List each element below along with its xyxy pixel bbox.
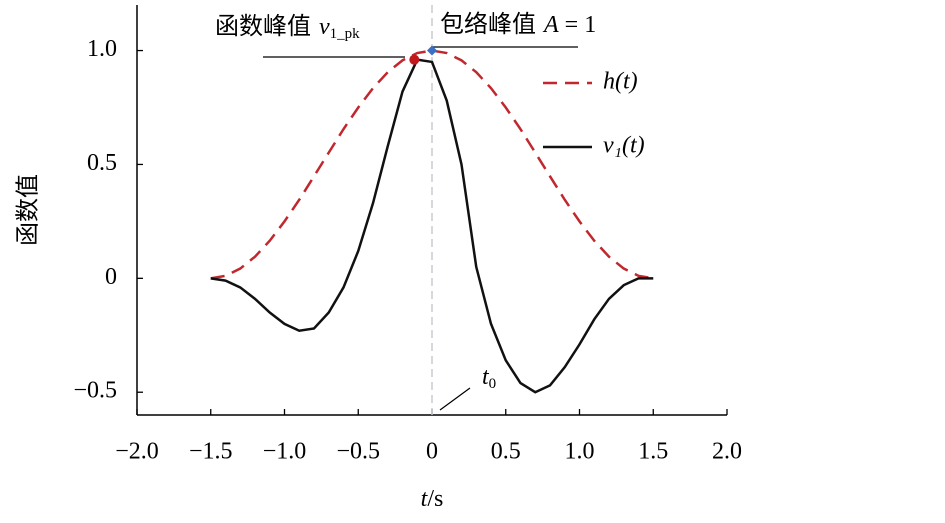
x-tick-label: 1.0 <box>565 439 595 465</box>
x-tick-label: −0.5 <box>336 439 380 465</box>
envelope-peak-label: 包络峰值 A = 1 <box>440 11 596 38</box>
envelope-peak-value: = 1 <box>565 12 597 38</box>
x-axis-symbol: t <box>421 486 429 512</box>
envelope-peak-text: 包络峰值 <box>440 11 536 38</box>
function-peak-text: 函数峰值 <box>215 13 311 40</box>
legend-label: v₁(t) <box>603 133 645 159</box>
function-peak-symbol: v <box>319 14 330 40</box>
x-tick-label: 1.5 <box>638 439 668 465</box>
t0-leader <box>439 387 471 411</box>
t0-symbol: t <box>482 364 490 390</box>
legend-label: h(t) <box>603 69 638 95</box>
envelope-peak-marker <box>427 45 437 56</box>
function-peak-subscript: 1_pk <box>330 26 361 42</box>
x-tick-label: 0.5 <box>491 439 521 465</box>
x-axis-label: t/s <box>421 486 444 512</box>
y-tick-label: 0 <box>105 264 117 290</box>
y-tick-label: 1.0 <box>87 36 117 62</box>
y-tick-label: 0.5 <box>87 150 117 176</box>
series-line <box>210 49 654 280</box>
series-line <box>210 58 654 394</box>
y-axis-label: 函数值 <box>15 174 42 246</box>
y-tick-label: −0.5 <box>73 378 117 404</box>
x-tick-label: 0 <box>426 439 438 465</box>
x-tick-label: −1.5 <box>189 439 233 465</box>
t0-subscript: 0 <box>489 376 497 392</box>
x-tick-label: −2.0 <box>115 439 159 465</box>
x-axis-unit: /s <box>427 486 443 512</box>
x-tick-label: 2.0 <box>712 439 742 465</box>
envelope-peak-symbol: A <box>542 12 559 38</box>
t0-label: t0 <box>482 364 496 393</box>
function-peak-marker <box>409 54 420 65</box>
x-tick-label: −1.0 <box>263 439 307 465</box>
function-peak-label: 函数峰值 v1_pk <box>215 13 360 43</box>
